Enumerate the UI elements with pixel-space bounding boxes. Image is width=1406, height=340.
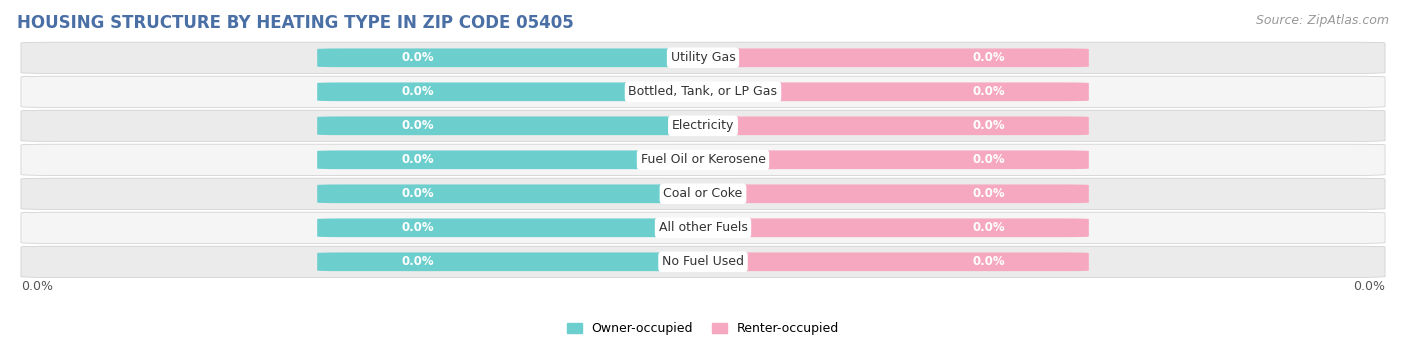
Text: Source: ZipAtlas.com: Source: ZipAtlas.com — [1256, 14, 1389, 27]
Text: 0.0%: 0.0% — [972, 255, 1005, 268]
FancyBboxPatch shape — [21, 246, 1385, 277]
Text: 0.0%: 0.0% — [972, 153, 1005, 166]
Text: 0.0%: 0.0% — [972, 51, 1005, 64]
Legend: Owner-occupied, Renter-occupied: Owner-occupied, Renter-occupied — [562, 319, 844, 339]
Text: 0.0%: 0.0% — [972, 187, 1005, 200]
Text: 0.0%: 0.0% — [972, 119, 1005, 132]
Text: 0.0%: 0.0% — [401, 187, 434, 200]
FancyBboxPatch shape — [318, 83, 703, 101]
FancyBboxPatch shape — [703, 252, 1088, 271]
Text: 0.0%: 0.0% — [401, 85, 434, 98]
Text: 0.0%: 0.0% — [401, 153, 434, 166]
FancyBboxPatch shape — [318, 116, 703, 135]
FancyBboxPatch shape — [703, 218, 1088, 237]
FancyBboxPatch shape — [318, 49, 703, 67]
Text: 0.0%: 0.0% — [21, 280, 53, 293]
Text: Electricity: Electricity — [672, 119, 734, 132]
Text: No Fuel Used: No Fuel Used — [662, 255, 744, 268]
Text: 0.0%: 0.0% — [972, 85, 1005, 98]
Text: All other Fuels: All other Fuels — [658, 221, 748, 234]
Text: Utility Gas: Utility Gas — [671, 51, 735, 64]
FancyBboxPatch shape — [21, 212, 1385, 243]
FancyBboxPatch shape — [318, 150, 703, 169]
Text: Coal or Coke: Coal or Coke — [664, 187, 742, 200]
Text: Bottled, Tank, or LP Gas: Bottled, Tank, or LP Gas — [628, 85, 778, 98]
FancyBboxPatch shape — [703, 184, 1088, 203]
FancyBboxPatch shape — [703, 150, 1088, 169]
Text: HOUSING STRUCTURE BY HEATING TYPE IN ZIP CODE 05405: HOUSING STRUCTURE BY HEATING TYPE IN ZIP… — [17, 14, 574, 32]
Text: 0.0%: 0.0% — [1353, 280, 1385, 293]
FancyBboxPatch shape — [21, 42, 1385, 73]
FancyBboxPatch shape — [703, 116, 1088, 135]
FancyBboxPatch shape — [318, 184, 703, 203]
Text: 0.0%: 0.0% — [401, 221, 434, 234]
Text: 0.0%: 0.0% — [401, 255, 434, 268]
FancyBboxPatch shape — [703, 49, 1088, 67]
FancyBboxPatch shape — [318, 218, 703, 237]
FancyBboxPatch shape — [21, 178, 1385, 209]
Text: 0.0%: 0.0% — [972, 221, 1005, 234]
Text: 0.0%: 0.0% — [401, 51, 434, 64]
Text: 0.0%: 0.0% — [401, 119, 434, 132]
FancyBboxPatch shape — [318, 252, 703, 271]
Text: Fuel Oil or Kerosene: Fuel Oil or Kerosene — [641, 153, 765, 166]
FancyBboxPatch shape — [21, 76, 1385, 107]
FancyBboxPatch shape — [21, 110, 1385, 141]
FancyBboxPatch shape — [703, 83, 1088, 101]
FancyBboxPatch shape — [21, 144, 1385, 175]
